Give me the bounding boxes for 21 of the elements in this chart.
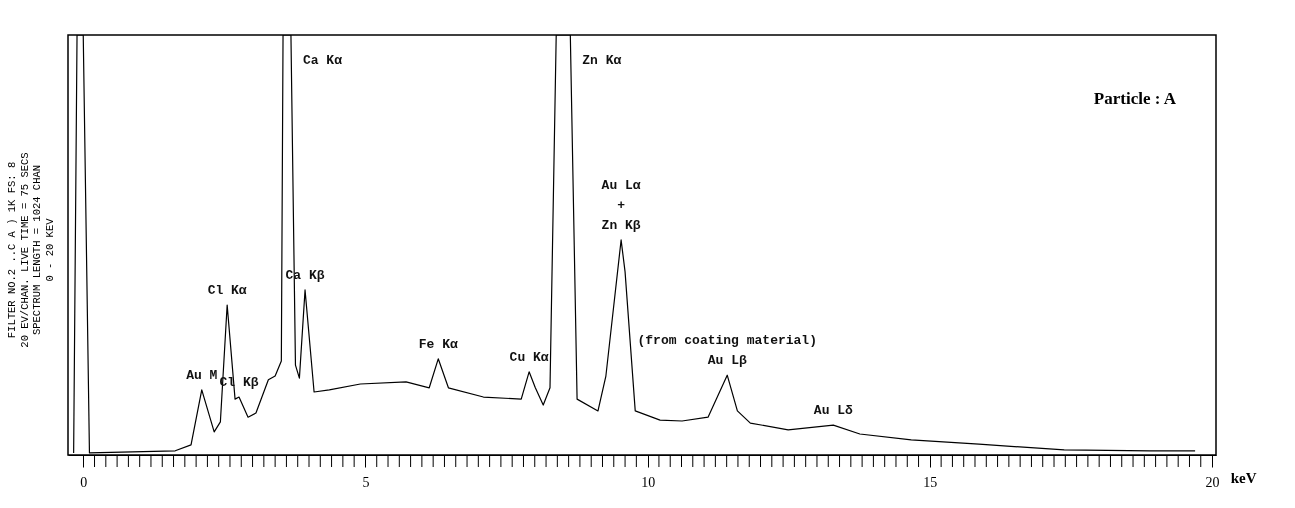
annotation: Au Lβ [707, 353, 747, 369]
x-tick-label: 10 [641, 474, 656, 490]
x-tick-label: 15 [923, 474, 938, 490]
text: FILTER NO.2 ..C A ) 1K FS: 8 [6, 161, 18, 339]
annotation: Cu Kα [509, 349, 549, 365]
annotation: Au Lα + Zn Kβ [601, 177, 641, 233]
x-tick-label: 5 [362, 474, 370, 490]
annotation: Cl Kα [207, 283, 247, 299]
annotation: Particle : A [1093, 89, 1177, 108]
text: 0 - 20 KEV [43, 217, 56, 282]
annotation: Ca Kα [302, 53, 343, 68]
x-tick-label: 20 [1205, 474, 1220, 490]
text: SPECTRUM LENGTH = 1024 CHAN [31, 164, 43, 336]
annotation: Au Lδ [813, 403, 854, 419]
text: 20 EV/CHAN. LIVE TIME = 75 SECS [18, 152, 31, 348]
annotation: Zn Kα [582, 53, 622, 68]
x-tick-label: 0 [80, 474, 88, 490]
annotation: Au M [186, 367, 218, 383]
x-axis-title: keV [1230, 469, 1257, 486]
annotation: Fe Kα [418, 336, 458, 352]
annotation: (from coating material) [637, 333, 817, 349]
